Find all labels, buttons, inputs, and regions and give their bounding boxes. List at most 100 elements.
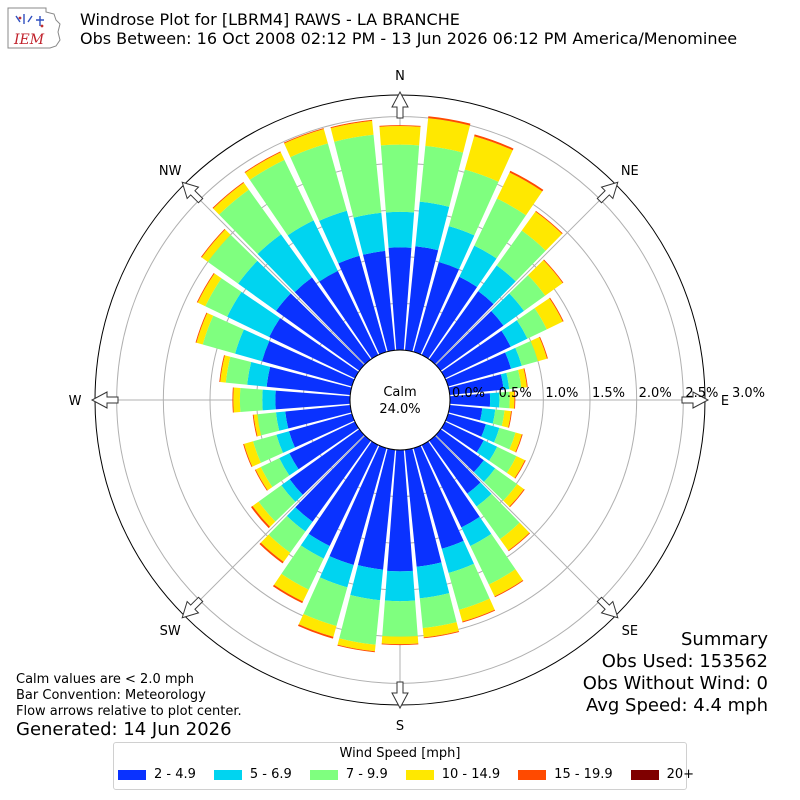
spoke-line — [435, 435, 617, 617]
bar-segment — [253, 434, 283, 463]
bar-segment — [298, 613, 337, 637]
flow-arrow — [181, 181, 204, 204]
bar-segment — [438, 226, 475, 270]
bar-segment — [257, 412, 280, 436]
bar-segment — [527, 260, 563, 296]
bar-segment — [253, 414, 262, 437]
bar-segment — [404, 448, 442, 567]
bar-segment — [515, 434, 523, 453]
bar-segment — [212, 182, 244, 209]
bar-segment — [259, 542, 284, 564]
bar-segment — [503, 484, 524, 507]
compass-label: W — [69, 394, 82, 409]
legend-label: 20+ — [666, 767, 695, 782]
bar-segment — [535, 210, 563, 234]
legend-label: 5 - 6.9 — [249, 767, 292, 782]
compass-label: S — [396, 719, 404, 734]
bar-segment — [290, 143, 347, 221]
bar-segment — [319, 270, 379, 359]
bar-segment — [276, 293, 365, 371]
flow-arrow — [596, 596, 619, 619]
bar-segment — [480, 408, 496, 424]
radial-tick-label: 2.0% — [639, 386, 672, 401]
bar-segment — [295, 435, 371, 522]
legend-label: 7 - 9.9 — [345, 767, 388, 782]
legend-item: 7 - 9.9 — [309, 767, 388, 782]
bar-segment — [473, 460, 496, 482]
bar-segment — [539, 336, 548, 359]
bar-segment — [266, 366, 352, 396]
bar-segment — [285, 404, 352, 429]
bar-segment — [334, 134, 382, 218]
bar-segment — [260, 458, 290, 488]
bar-segment — [247, 362, 271, 387]
legend-label: 2 - 4.9 — [154, 767, 196, 782]
bar-segment — [384, 570, 416, 602]
bar-segment — [470, 533, 516, 585]
bar-segment — [423, 631, 460, 639]
bar-segment — [337, 644, 375, 653]
legend-item: 10 - 14.9 — [405, 767, 500, 782]
bar-segment — [494, 427, 516, 450]
bar-segment — [213, 182, 249, 215]
bar-segment — [289, 429, 365, 495]
bar-segment — [338, 255, 387, 355]
bar-segment — [297, 624, 334, 639]
bar-segment — [387, 449, 413, 572]
compass-label: E — [721, 394, 729, 409]
bar-segment — [489, 392, 500, 408]
bar-segment — [476, 440, 498, 461]
bar-segment — [235, 329, 270, 362]
bar-segment — [330, 119, 373, 129]
bar-segment — [294, 277, 371, 365]
bar-segment — [464, 136, 513, 182]
radial-tick-label: 1.5% — [592, 386, 625, 401]
bar-segment — [288, 413, 355, 448]
compass-label: N — [395, 69, 405, 84]
bar-segment — [425, 118, 470, 153]
bar-segment — [219, 189, 281, 254]
bar-segment — [319, 210, 360, 264]
bar-segment — [448, 404, 483, 421]
legend-swatch — [213, 769, 242, 780]
legend-swatch — [518, 769, 547, 780]
summary-obs-used: Obs Used: 153562 — [601, 651, 768, 672]
bar-segment — [255, 467, 273, 491]
bar-segment — [308, 441, 379, 546]
bar-segment — [413, 262, 459, 355]
bar-segment — [245, 152, 285, 180]
bar-segment — [549, 297, 564, 322]
flow-arrow — [90, 391, 119, 409]
chart-subtitle: Obs Between: 16 Oct 2008 02:12 PM - 13 J… — [80, 29, 738, 48]
legend-label: 15 - 19.9 — [554, 767, 613, 782]
bar-segment — [262, 341, 355, 387]
bar-segment — [404, 246, 439, 352]
bar-segment — [273, 573, 309, 602]
bar-segment — [219, 355, 225, 383]
bar-segment — [337, 638, 376, 652]
radial-tick-label: 0.0% — [452, 386, 485, 401]
bar-segment — [196, 312, 214, 345]
spoke-line — [183, 435, 365, 617]
bar-segment — [448, 563, 490, 610]
summary-title: Summary — [681, 629, 768, 650]
bar-segment — [506, 456, 525, 479]
compass-label: NE — [621, 164, 639, 179]
radial-tick-label: 3.0% — [732, 386, 765, 401]
spoke-line — [183, 183, 365, 365]
bar-segment — [441, 330, 511, 379]
radial-tick-label: 0.5% — [499, 386, 532, 401]
bar-segment — [499, 391, 510, 409]
bar-segment — [499, 522, 530, 551]
bar-segment — [505, 347, 522, 369]
bar-segment — [478, 265, 516, 305]
bar-segment — [303, 577, 348, 627]
bar-segment — [489, 446, 517, 473]
bar-segment — [496, 172, 543, 216]
bar-segment — [207, 234, 258, 284]
summary-obs-without-wind: Obs Without Wind: 0 — [582, 673, 768, 694]
bar-segment — [279, 453, 299, 476]
bar-segment — [508, 411, 512, 428]
flow-arrow — [181, 596, 204, 619]
bar-segment — [516, 308, 547, 339]
